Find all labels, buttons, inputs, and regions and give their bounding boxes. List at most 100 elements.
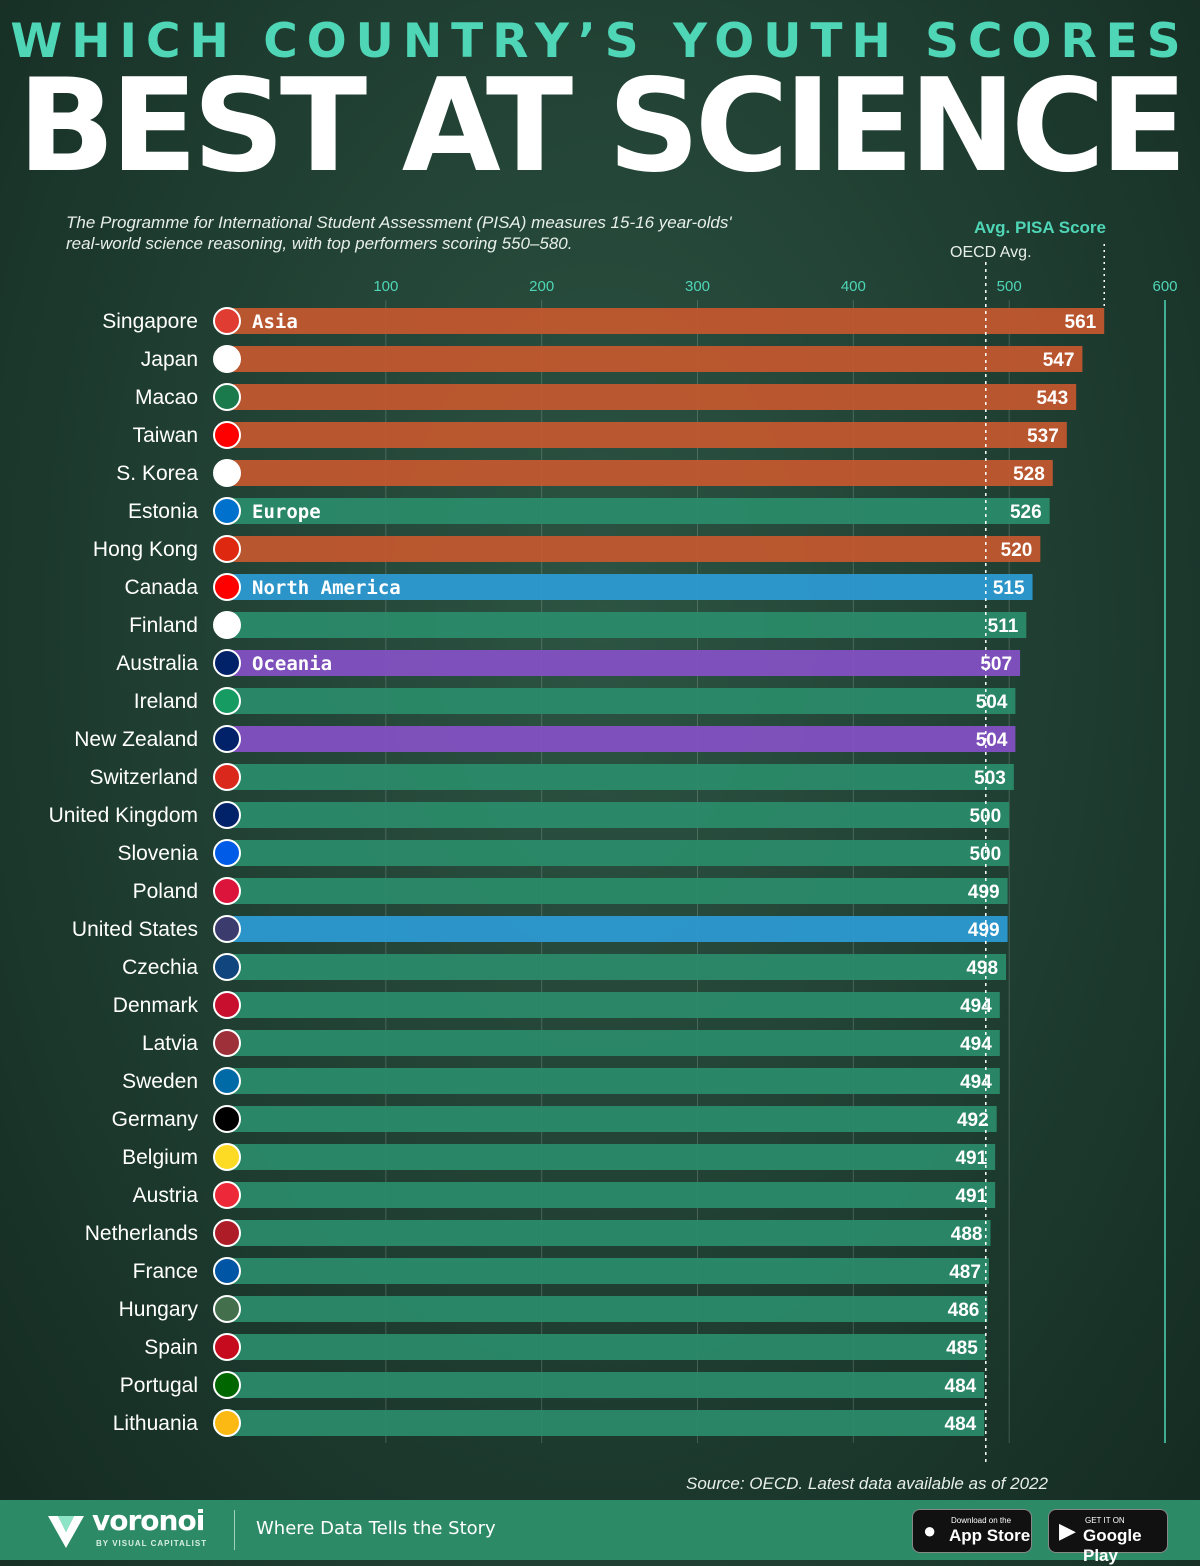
- x-tick-label: 200: [529, 278, 554, 295]
- value-label: 492: [957, 1110, 989, 1131]
- bar-australia: [230, 650, 1021, 676]
- bar-czechia: [230, 954, 1007, 980]
- bar-s-korea: [230, 460, 1053, 486]
- country-label: Poland: [133, 880, 198, 903]
- voronoi-logo-icon: [48, 1516, 84, 1548]
- country-label: Belgium: [122, 1146, 198, 1169]
- value-label: 499: [968, 882, 1000, 903]
- latvia-flag-icon: [213, 1029, 241, 1057]
- bar-france: [230, 1258, 989, 1284]
- value-label: 561: [1065, 312, 1097, 333]
- footer-bar: voronoi BY VISUAL CAPITALIST Where Data …: [0, 1500, 1200, 1565]
- country-label: Slovenia: [117, 842, 198, 865]
- country-label: United States: [72, 918, 198, 941]
- country-label: Singapore: [102, 310, 198, 333]
- country-label: Portugal: [120, 1374, 198, 1397]
- united-states-flag-icon: [213, 915, 241, 943]
- bar-united-states: [230, 916, 1008, 942]
- bar-hungary: [230, 1296, 988, 1322]
- value-label: 498: [966, 958, 998, 979]
- new-zealand-flag-icon: [213, 725, 241, 753]
- switzerland-flag-icon: [213, 763, 241, 791]
- poland-flag-icon: [213, 877, 241, 905]
- value-label: 494: [960, 1072, 992, 1093]
- country-label: New Zealand: [74, 728, 198, 751]
- bar-new-zealand: [230, 726, 1016, 752]
- singapore-flag-icon: [213, 307, 241, 335]
- spain-flag-icon: [213, 1333, 241, 1361]
- bar-spain: [230, 1334, 986, 1360]
- bar-chart: 100 200 300 400 500 600 Singapore 561 Japan 547 Ma…: [49, 244, 1178, 1463]
- bar-switzerland: [230, 764, 1014, 790]
- bar-ireland: [230, 688, 1016, 714]
- country-label: Ireland: [134, 690, 198, 713]
- bar-estonia: [230, 498, 1050, 524]
- brand-name: voronoi: [92, 1504, 205, 1537]
- taiwan-flag-icon: [213, 421, 241, 449]
- hong-kong-flag-icon: [213, 535, 241, 563]
- google-play-icon: ▶: [1059, 1518, 1076, 1543]
- app-store-small: Download on the: [951, 1516, 1012, 1525]
- country-label: United Kingdom: [49, 804, 198, 827]
- country-label: Germany: [112, 1108, 199, 1131]
- tagline: Where Data Tells the Story: [256, 1518, 496, 1539]
- value-label: 504: [976, 692, 1008, 713]
- country-label: Australia: [116, 652, 198, 675]
- sweden-flag-icon: [213, 1067, 241, 1095]
- google-play-label: Google Play: [1083, 1526, 1142, 1565]
- app-store-button[interactable]: ● Download on the App Store: [912, 1509, 1032, 1553]
- belgium-flag-icon: [213, 1143, 241, 1171]
- value-label: 487: [949, 1262, 981, 1283]
- title-top: WHICH COUNTRY’S YOUTH SCORES: [10, 14, 1190, 69]
- x-tick-label: 600: [1152, 278, 1177, 295]
- bar-netherlands: [230, 1220, 991, 1246]
- value-label: 484: [945, 1414, 977, 1435]
- bar-latvia: [230, 1030, 1000, 1056]
- bar-austria: [230, 1182, 996, 1208]
- footer-divider: [234, 1510, 235, 1550]
- bar-poland: [230, 878, 1008, 904]
- value-label: 491: [955, 1186, 987, 1207]
- denmark-flag-icon: [213, 991, 241, 1019]
- country-label: Denmark: [113, 994, 199, 1017]
- portugal-flag-icon: [213, 1371, 241, 1399]
- country-label: Hong Kong: [93, 538, 198, 561]
- bar-lithuania: [230, 1410, 985, 1436]
- country-label: Estonia: [128, 500, 198, 523]
- value-label: 486: [948, 1300, 980, 1321]
- bar-denmark: [230, 992, 1000, 1018]
- czechia-flag-icon: [213, 953, 241, 981]
- bar-macao: [230, 384, 1077, 410]
- lithuania-flag-icon: [213, 1409, 241, 1437]
- x-tick-label: 500: [997, 278, 1022, 295]
- bar-taiwan: [230, 422, 1067, 448]
- france-flag-icon: [213, 1257, 241, 1285]
- value-label: 504: [976, 730, 1008, 751]
- region-label-asia: Asia: [252, 311, 298, 333]
- google-play-button[interactable]: ▶ GET IT ON Google Play: [1048, 1509, 1168, 1565]
- value-label: 484: [945, 1376, 977, 1397]
- subtitle: The Programme for International Student …: [66, 213, 732, 253]
- austria-flag-icon: [213, 1181, 241, 1209]
- country-label: Austria: [133, 1184, 199, 1207]
- region-label-north-america: North America: [252, 577, 401, 599]
- netherlands-flag-icon: [213, 1219, 241, 1247]
- value-label: 494: [960, 1034, 992, 1055]
- country-label: Hungary: [119, 1298, 199, 1321]
- value-label: 494: [960, 996, 992, 1017]
- australia-flag-icon: [213, 649, 241, 677]
- x-tick-label: 300: [685, 278, 710, 295]
- title-main: BEST AT SCIENCE: [17, 52, 1188, 201]
- axis-title: Avg. PISA Score: [974, 218, 1106, 237]
- country-label: France: [133, 1260, 198, 1283]
- bar-germany: [230, 1106, 997, 1132]
- value-label: 488: [951, 1224, 983, 1245]
- country-label: Finland: [129, 614, 198, 637]
- value-label: 511: [988, 616, 1019, 637]
- value-label: 515: [993, 578, 1025, 599]
- source-note: Source: OECD. Latest data available as o…: [686, 1474, 1048, 1493]
- value-label: 507: [980, 654, 1012, 675]
- canada-flag-icon: [213, 573, 241, 601]
- x-tick-label: 100: [373, 278, 398, 295]
- value-label: 485: [946, 1338, 978, 1359]
